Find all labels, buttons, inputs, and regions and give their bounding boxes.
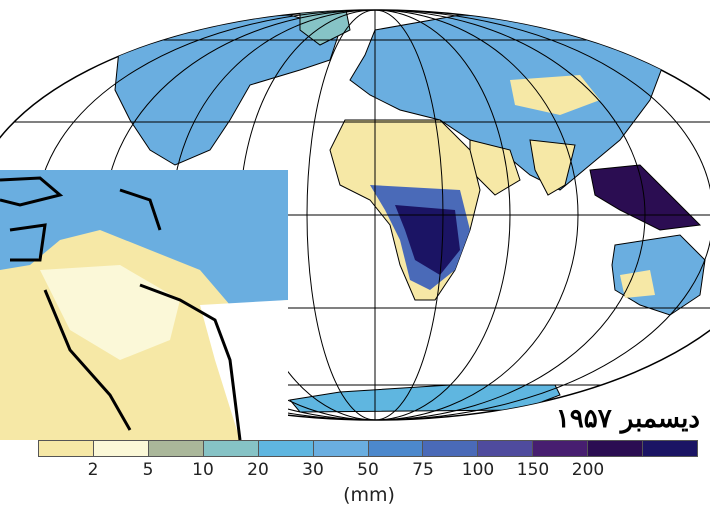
legend-swatch (478, 441, 534, 456)
legend-tick-label: 75 (412, 460, 434, 480)
legend-unit-label: (mm) (343, 484, 395, 506)
legend-tick-label: 2 (87, 460, 99, 480)
legend-color-bar (38, 440, 698, 457)
legend-tick-label: 30 (302, 460, 324, 480)
legend-swatch (368, 441, 424, 456)
landmass-australia-dry (620, 270, 655, 298)
landmass-north-america (114, 14, 341, 166)
world-map (0, 9, 710, 440)
legend-tick-label: 50 (357, 460, 379, 480)
legend-swatch (643, 441, 698, 456)
inset-light-region (40, 265, 180, 360)
inset-wet-region (0, 170, 288, 305)
inset-zoom-panel (0, 170, 288, 440)
legend-swatch (93, 441, 149, 456)
legend-swatch (313, 441, 369, 456)
legend-tick-label: 5 (142, 460, 154, 480)
legend-swatch (203, 441, 259, 456)
legend-tick-label: 10 (192, 460, 214, 480)
date-label: دیسمبر ۱۹۵۷ (555, 404, 700, 434)
legend-tick-label: 150 (516, 460, 550, 480)
legend-swatch (39, 441, 94, 456)
legend-tick-label: 100 (461, 460, 495, 480)
legend-swatch (423, 441, 479, 456)
legend-swatch (148, 441, 204, 456)
landmass-india (529, 139, 576, 196)
inset-coastline (0, 176, 242, 440)
legend-tick-label: 20 (247, 460, 269, 480)
legend-swatch (258, 441, 314, 456)
legend-swatch (588, 441, 644, 456)
landmass-africa-wettest (395, 205, 460, 275)
legend-tick-label: 200 (571, 460, 605, 480)
legend-swatch (533, 441, 589, 456)
landmass-southeast-asia (589, 164, 702, 231)
